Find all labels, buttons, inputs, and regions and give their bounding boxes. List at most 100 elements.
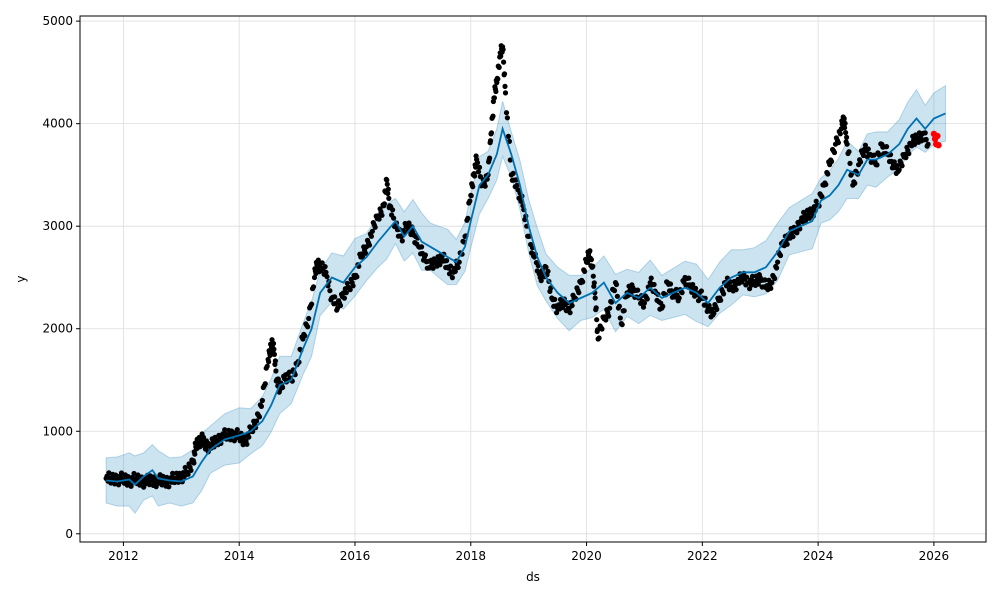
observed-point bbox=[613, 281, 620, 288]
observed-point bbox=[923, 136, 929, 143]
observed-point bbox=[490, 113, 496, 119]
observed-point bbox=[567, 310, 573, 316]
observed-point bbox=[422, 252, 428, 258]
observed-point bbox=[858, 159, 864, 165]
uncertainty-band bbox=[105, 84, 946, 515]
observed-point bbox=[925, 141, 931, 147]
observed-point bbox=[271, 351, 277, 357]
observed-point bbox=[686, 275, 692, 281]
observed-point bbox=[493, 88, 499, 95]
observed-point bbox=[906, 151, 912, 157]
observed-point bbox=[341, 295, 347, 301]
observed-point bbox=[500, 46, 506, 53]
observed-point bbox=[706, 302, 712, 308]
observed-point bbox=[275, 376, 281, 382]
observed-point bbox=[391, 215, 397, 221]
observed-point bbox=[495, 76, 501, 82]
observed-point bbox=[106, 470, 112, 476]
observed-point bbox=[254, 418, 260, 424]
observed-point bbox=[465, 215, 471, 221]
observed-point bbox=[772, 275, 778, 282]
observed-point bbox=[591, 280, 597, 286]
observed-point bbox=[912, 141, 918, 147]
observed-point bbox=[472, 173, 478, 179]
observed-point bbox=[496, 64, 502, 70]
observed-point bbox=[922, 130, 928, 136]
observed-point bbox=[309, 301, 315, 307]
observed-point bbox=[406, 220, 412, 226]
observed-point bbox=[305, 324, 311, 330]
observed-point bbox=[557, 296, 564, 303]
observed-point bbox=[332, 294, 338, 300]
observed-point bbox=[381, 201, 387, 207]
highlight-point bbox=[935, 142, 942, 149]
y-axis-label: y bbox=[14, 275, 28, 282]
observed-point bbox=[884, 144, 890, 150]
observed-point bbox=[324, 274, 330, 280]
observed-point bbox=[347, 287, 353, 293]
observed-point bbox=[286, 369, 292, 375]
observed-point bbox=[166, 484, 172, 490]
observed-point bbox=[594, 317, 600, 323]
observed-point bbox=[891, 159, 897, 165]
observed-point bbox=[616, 303, 623, 309]
observed-point bbox=[803, 217, 809, 224]
observed-point bbox=[554, 310, 560, 316]
observed-point bbox=[244, 441, 250, 447]
y-tick-label: 0 bbox=[65, 527, 73, 541]
observed-point bbox=[501, 71, 508, 77]
observed-point bbox=[343, 290, 349, 296]
observed-point bbox=[831, 149, 838, 156]
y-tick-label: 2000 bbox=[42, 322, 73, 336]
grid-lines bbox=[80, 16, 986, 542]
observed-point bbox=[444, 258, 450, 264]
observed-point bbox=[545, 268, 551, 274]
observed-point bbox=[256, 414, 263, 420]
observed-point bbox=[784, 241, 790, 247]
observed-point bbox=[837, 131, 843, 137]
x-tick-label: 2022 bbox=[687, 549, 718, 563]
observed-point bbox=[192, 451, 198, 457]
observed-point bbox=[430, 265, 436, 271]
x-tick-label: 2020 bbox=[571, 549, 602, 563]
observed-point bbox=[259, 397, 265, 404]
observed-point bbox=[769, 280, 775, 286]
observed-point bbox=[385, 186, 391, 192]
observed-point bbox=[354, 274, 360, 280]
observed-point bbox=[181, 474, 187, 480]
observed-point bbox=[112, 481, 118, 487]
observed-point bbox=[606, 313, 612, 319]
observed-point bbox=[874, 162, 880, 168]
observed-point bbox=[503, 110, 510, 116]
observed-point bbox=[768, 285, 774, 291]
observed-point bbox=[191, 460, 197, 466]
observed-point bbox=[264, 363, 270, 369]
observed-point bbox=[676, 295, 682, 301]
observed-point bbox=[841, 115, 847, 122]
observed-point bbox=[311, 274, 318, 281]
observed-point bbox=[272, 358, 278, 364]
observed-point bbox=[449, 275, 455, 281]
observed-point bbox=[813, 198, 819, 204]
observed-point bbox=[437, 262, 443, 268]
observed-point bbox=[711, 310, 717, 316]
highlight-points bbox=[930, 130, 942, 149]
observed-point bbox=[319, 260, 325, 266]
highlight-point bbox=[934, 132, 941, 140]
observed-point bbox=[170, 470, 176, 476]
observed-point bbox=[592, 295, 598, 301]
observed-point bbox=[131, 470, 137, 477]
x-tick-label: 2014 bbox=[224, 549, 255, 563]
observed-point bbox=[651, 281, 657, 288]
observed-point bbox=[491, 95, 497, 101]
observed-point bbox=[774, 265, 780, 271]
observed-point bbox=[379, 212, 385, 218]
y-tick-label: 3000 bbox=[42, 219, 73, 233]
observed-point bbox=[271, 346, 277, 352]
observed-point bbox=[501, 59, 507, 65]
observed-point bbox=[153, 484, 159, 490]
y-axis-ticks: 0 1000 2000 3000 4000 5000 bbox=[42, 14, 80, 541]
observed-point bbox=[825, 171, 831, 177]
